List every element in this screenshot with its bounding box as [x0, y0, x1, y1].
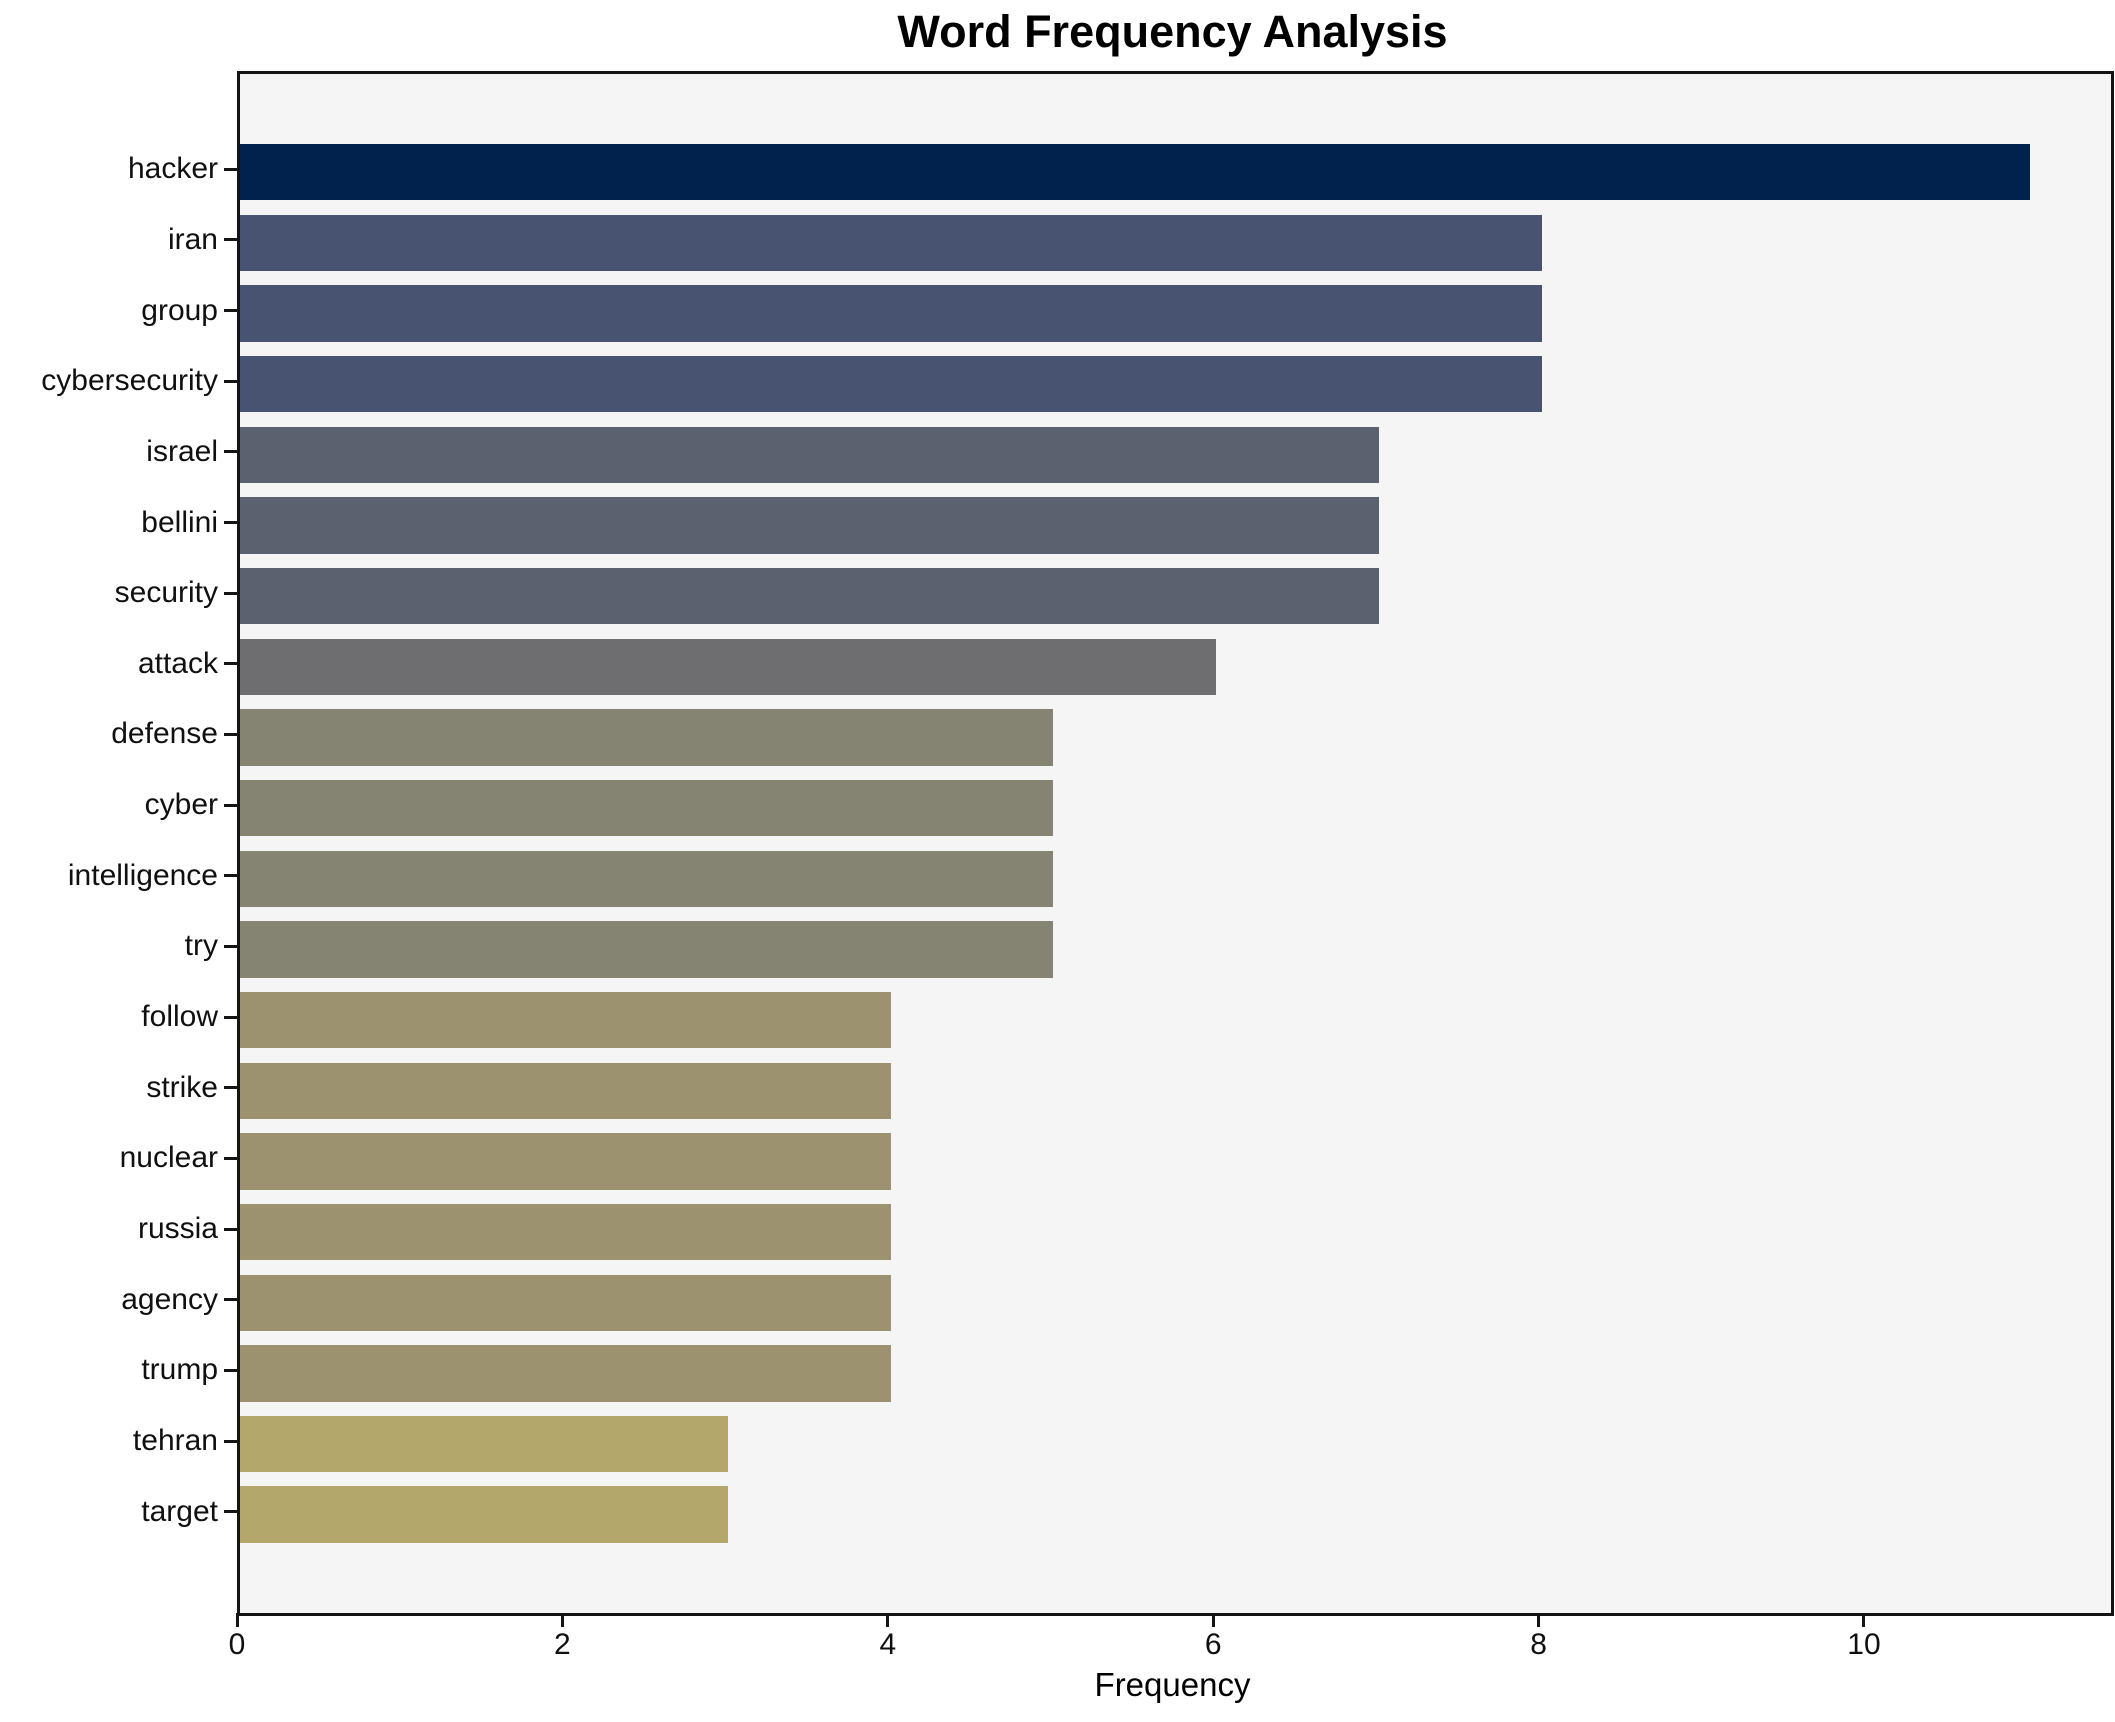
- bar: [240, 638, 1217, 696]
- y-tick-mark: [224, 1510, 237, 1514]
- x-tick-mark: [1211, 1613, 1215, 1627]
- y-tick-label: follow: [141, 1000, 218, 1034]
- y-tick-label: iran: [167, 222, 218, 256]
- plot-area: [237, 71, 2114, 1616]
- y-tick-mark: [224, 1368, 237, 1372]
- bar: [240, 1274, 891, 1331]
- y-tick-mark: [224, 450, 237, 454]
- bar: [240, 355, 1542, 413]
- y-tick-mark: [224, 591, 237, 595]
- y-tick-mark: [224, 732, 237, 736]
- x-tick-label: 6: [1204, 1628, 1222, 1661]
- x-tick-label: 8: [1530, 1628, 1547, 1661]
- y-tick-mark: [224, 1439, 237, 1443]
- x-tick-label: 4: [879, 1628, 897, 1661]
- y-tick-label: security: [114, 576, 218, 610]
- y-tick-mark: [224, 238, 237, 242]
- bar: [240, 1062, 891, 1120]
- y-tick-mark: [224, 309, 237, 313]
- x-tick-label: 0: [228, 1628, 246, 1661]
- y-tick-label: nuclear: [119, 1141, 218, 1175]
- y-tick-label: intelligence: [67, 858, 218, 892]
- bar: [240, 921, 1054, 978]
- y-tick-label: attack: [137, 646, 218, 680]
- x-tick-mark: [235, 1613, 239, 1627]
- y-tick-label: trump: [141, 1353, 218, 1387]
- x-axis-title: Frequency: [1094, 1666, 1251, 1703]
- bar: [240, 497, 1379, 554]
- y-tick-label: agency: [121, 1282, 218, 1316]
- y-tick-mark: [224, 874, 237, 878]
- y-tick-mark: [224, 1156, 237, 1160]
- y-tick-mark: [224, 379, 237, 383]
- y-tick-mark: [224, 167, 237, 171]
- y-tick-mark: [224, 521, 237, 524]
- y-tick-label: strike: [146, 1070, 218, 1104]
- bar: [240, 143, 2030, 201]
- y-tick-label: try: [184, 929, 218, 963]
- x-tick-label: 2: [554, 1628, 571, 1661]
- y-tick-label: russia: [137, 1212, 218, 1246]
- y-tick-mark: [224, 944, 237, 948]
- bar: [240, 1486, 729, 1543]
- bar: [240, 567, 1379, 625]
- bar: [240, 214, 1542, 272]
- x-tick-mark: [560, 1613, 564, 1627]
- y-tick-label: group: [141, 293, 218, 327]
- y-tick-mark: [224, 1086, 237, 1090]
- bar: [240, 1415, 729, 1473]
- bar: [240, 1345, 891, 1402]
- bar: [240, 1203, 891, 1261]
- bar: [240, 709, 1054, 766]
- y-tick-label: defense: [111, 717, 218, 751]
- y-tick-mark: [224, 1015, 237, 1019]
- x-tick-mark: [1862, 1613, 1866, 1627]
- y-tick-label: cybersecurity: [41, 364, 218, 398]
- y-tick-mark: [224, 662, 237, 666]
- y-tick-label: hacker: [127, 152, 218, 186]
- y-tick-mark: [224, 1227, 237, 1231]
- y-tick-label: tehran: [132, 1424, 218, 1458]
- bar: [240, 285, 1542, 342]
- y-tick-label: israel: [146, 434, 218, 468]
- chart-title: Word Frequency Analysis: [897, 6, 1448, 57]
- x-tick-label: 10: [1847, 1628, 1881, 1661]
- x-tick-mark: [1537, 1613, 1541, 1627]
- bar: [240, 426, 1379, 484]
- bar: [240, 779, 1054, 837]
- bar: [240, 1133, 891, 1190]
- y-tick-mark: [224, 803, 237, 807]
- y-tick-label: target: [141, 1494, 218, 1528]
- bar: [240, 991, 891, 1049]
- y-tick-label: bellini: [141, 505, 218, 539]
- y-tick-mark: [224, 1298, 237, 1302]
- bar: [240, 850, 1054, 908]
- x-tick-mark: [886, 1613, 890, 1627]
- y-tick-label: cyber: [144, 788, 218, 822]
